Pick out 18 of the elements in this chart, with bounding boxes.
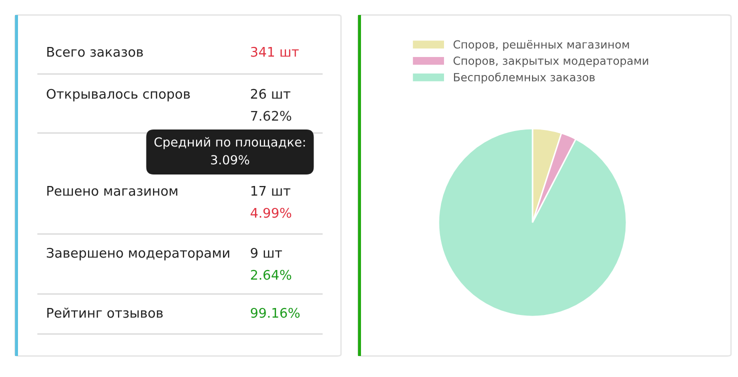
text: 26 шт <box>250 88 290 99</box>
text: 9 шт <box>250 248 282 258</box>
legend-label: Споров, закрытых модераторами <box>454 56 648 68</box>
text: 99.16% <box>250 308 300 318</box>
text: 4.99% <box>250 208 292 218</box>
text: 341 шт <box>251 46 299 57</box>
text: Завершено модераторами <box>46 248 230 260</box>
text: 7.62% <box>251 110 292 121</box>
text: 17 шт <box>251 186 290 196</box>
legend-label: Споров, решённых магазином <box>454 40 629 51</box>
legend-label: Беспроблемных заказов <box>454 72 595 84</box>
text: Средний по площадке: 3.09% <box>154 137 305 165</box>
text: Решено магазином <box>47 186 178 196</box>
text: Открывалось споров <box>46 88 190 102</box>
pie-slice <box>438 128 628 318</box>
text: Рейтинг отзывов <box>47 308 163 318</box>
text: 2.64% <box>250 270 292 280</box>
text: Всего заказов <box>47 47 143 57</box>
